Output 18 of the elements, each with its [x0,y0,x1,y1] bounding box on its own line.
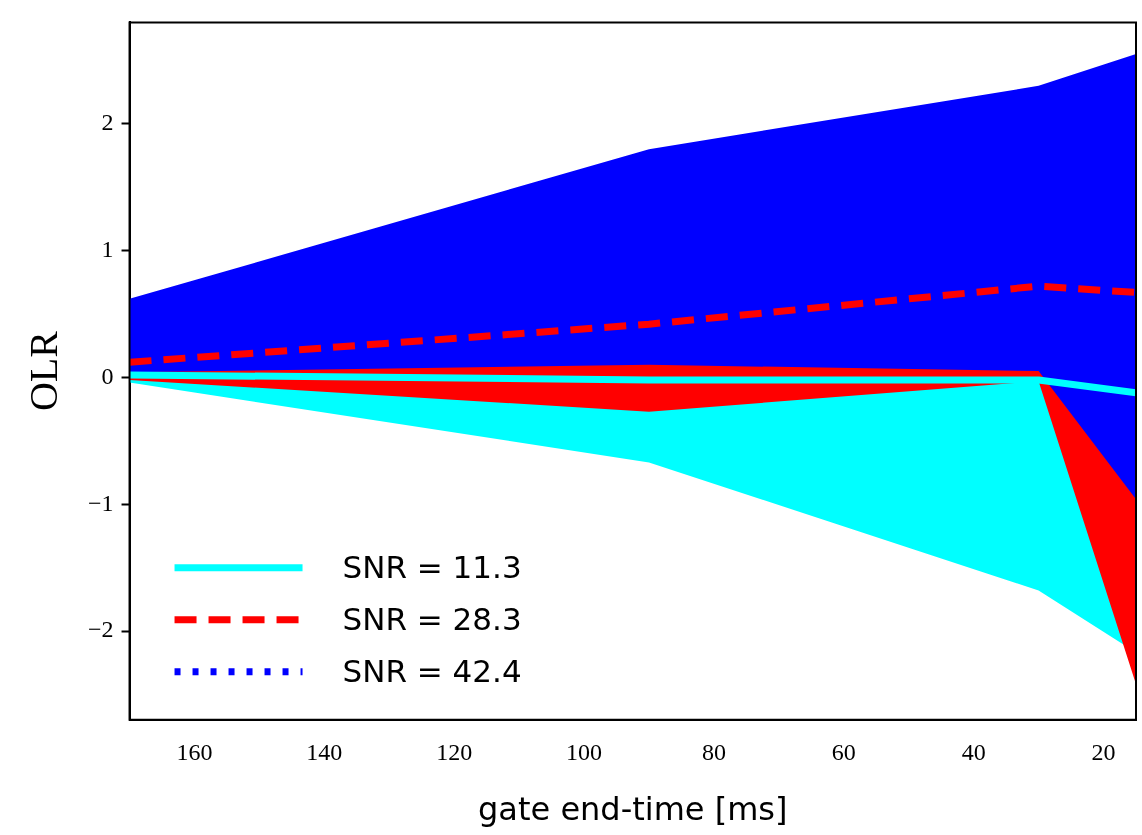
x-axis-title: gate end-time [ms] [478,790,788,829]
legend-label: SNR = 28.3 [342,600,522,637]
x-tick-label: 60 [831,739,856,766]
y-tick-label: −1 [87,489,114,516]
x-tick-label: 100 [566,739,603,766]
y-tick-label: 1 [101,235,114,262]
legend-label: SNR = 42.4 [342,652,522,689]
y-tick-label: 2 [101,109,114,136]
y-tick-label: −2 [87,616,114,643]
x-tick-label: 120 [436,739,473,766]
x-tick-label: 20 [1091,739,1116,766]
y-tick-label: 0 [101,362,114,389]
x-tick-label: 40 [961,739,986,766]
legend-label: SNR = 11.3 [342,548,522,585]
x-tick-label: 80 [701,739,726,766]
x-tick-label: 140 [306,739,343,766]
y-axis-title: OLR [20,330,66,412]
x-tick-label: 160 [176,739,213,766]
